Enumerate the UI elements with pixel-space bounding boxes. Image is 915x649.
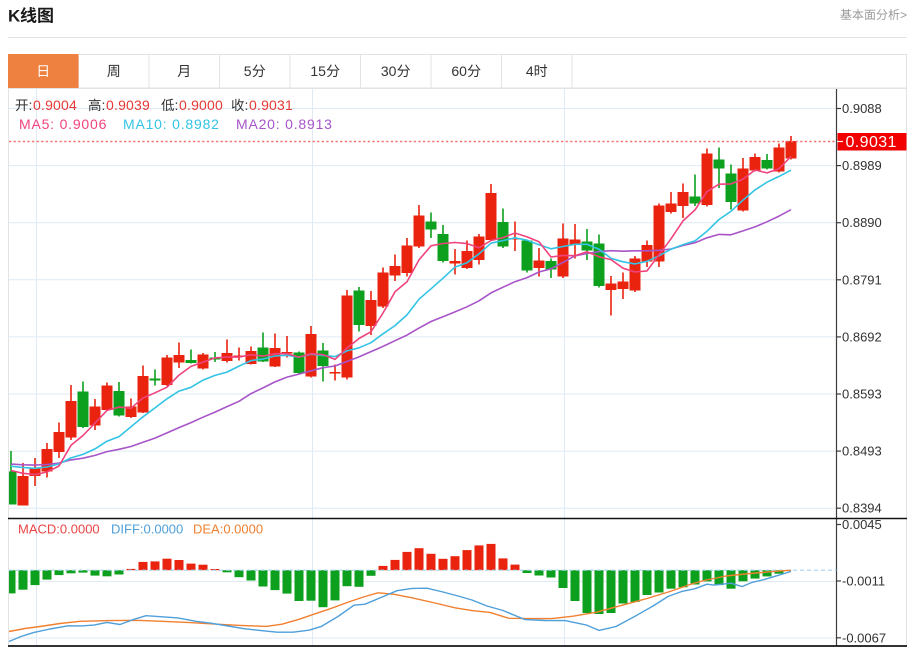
svg-text::: : xyxy=(175,97,179,113)
svg-text:0.9004: 0.9004 xyxy=(33,97,77,113)
svg-text:0.8692: 0.8692 xyxy=(842,329,882,344)
svg-text:MA5: 0.9006: MA5: 0.9006 xyxy=(19,116,107,132)
svg-text:0.0045: 0.0045 xyxy=(842,517,882,532)
svg-text:15: 15 xyxy=(310,63,326,79)
svg-text:0.8493: 0.8493 xyxy=(842,444,882,459)
svg-text:-0.0011: -0.0011 xyxy=(842,574,885,589)
svg-text:0.8989: 0.8989 xyxy=(842,158,882,173)
svg-text:K: K xyxy=(8,7,21,26)
svg-text:-0.0067: -0.0067 xyxy=(842,630,886,645)
svg-text:4: 4 xyxy=(526,63,534,79)
svg-text:MA20: 0.8913: MA20: 0.8913 xyxy=(236,116,333,132)
svg-text:0.9000: 0.9000 xyxy=(179,97,223,113)
svg-text:MACD:0.0000: MACD:0.0000 xyxy=(18,522,100,537)
svg-text::: : xyxy=(245,97,249,113)
svg-text:0.8890: 0.8890 xyxy=(842,215,882,230)
svg-text:0.8791: 0.8791 xyxy=(842,272,882,287)
svg-text:0.8394: 0.8394 xyxy=(842,501,882,516)
svg-text:DIFF:0.0000: DIFF:0.0000 xyxy=(111,522,183,537)
svg-text:DEA:0.0000: DEA:0.0000 xyxy=(193,522,263,537)
svg-text:5: 5 xyxy=(244,63,252,79)
svg-text:60: 60 xyxy=(451,63,467,79)
svg-text:MA10: 0.8982: MA10: 0.8982 xyxy=(123,116,220,132)
svg-text:0.9088: 0.9088 xyxy=(842,101,882,116)
svg-text:0.9039: 0.9039 xyxy=(106,97,150,113)
svg-text:0.8593: 0.8593 xyxy=(842,387,882,402)
svg-text:0.9031: 0.9031 xyxy=(249,97,293,113)
svg-text:30: 30 xyxy=(381,63,397,79)
svg-text::: : xyxy=(29,97,33,113)
svg-text:0.9031: 0.9031 xyxy=(846,134,897,151)
svg-text::: : xyxy=(102,97,106,113)
svg-text:>: > xyxy=(900,8,907,22)
